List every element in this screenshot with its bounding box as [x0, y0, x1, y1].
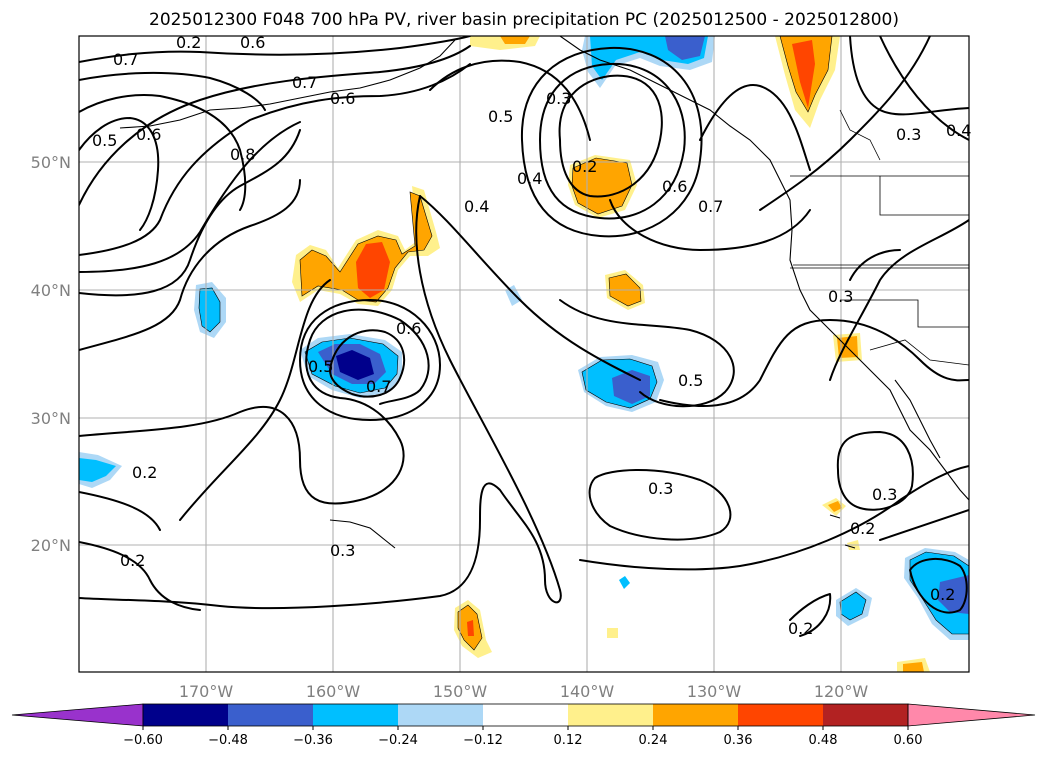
colorbar-tick-label: 0.12 [554, 733, 583, 748]
contour-label: 0.5 [678, 371, 703, 390]
lon-label: 150°W [433, 682, 488, 701]
contour-label: 0.6 [396, 319, 421, 338]
lon-labels: 170°W 160°W 150°W 140°W 130°W 120°W [179, 682, 869, 701]
contour-label: 0.3 [828, 287, 853, 306]
lat-label: 50°N [31, 153, 71, 172]
colorbar-cell [738, 704, 823, 726]
colorbar-tick-label: −0.12 [463, 733, 503, 748]
colorbar-cell [143, 704, 228, 726]
lon-label: 160°W [306, 682, 361, 701]
lat-label: 40°N [31, 281, 71, 300]
colorbar-tick-label: 0.48 [809, 733, 838, 748]
colorbar-frame [142, 703, 909, 727]
contour-label: 0.7 [698, 197, 723, 216]
lon-label: 170°W [179, 682, 234, 701]
contour-label: 0.7 [366, 377, 391, 396]
lon-label: 130°W [687, 682, 742, 701]
lon-label: 140°W [560, 682, 615, 701]
colorbar-cells [11, 703, 1036, 727]
colorbar-extend-max [907, 703, 1036, 727]
lat-labels: 50°N 40°N 30°N 20°N [31, 153, 71, 555]
contour-label: 0.2 [850, 519, 875, 538]
contour-label: 0.7 [292, 73, 317, 92]
contour-label: 0.3 [896, 125, 921, 144]
contour-label: 0.2 [132, 463, 157, 482]
colorbar-tick-label: −0.60 [123, 733, 163, 748]
contour-label: 0.6 [240, 33, 265, 52]
contour-label: 0.6 [136, 125, 161, 144]
colorbar-tick-label: −0.36 [293, 733, 333, 748]
contour-label: 0.3 [546, 89, 571, 108]
contour-label: 0.2 [572, 157, 597, 176]
contour-label: 0.2 [120, 551, 145, 570]
colorbar-tick-label: 0.60 [894, 733, 923, 748]
contour-label: 0.2 [176, 33, 201, 52]
contour-label: 0.4 [464, 197, 489, 216]
lon-label: 120°W [814, 682, 869, 701]
colorbar: −0.60 −0.48 −0.36 −0.24 −0.12 0.12 0.24 0.36 0.4… [11, 703, 1036, 748]
map-panel [78, 35, 970, 673]
colorbar-cell [823, 704, 908, 726]
colorbar-cell [398, 704, 483, 726]
contour-label: 0.2 [930, 585, 955, 604]
contour-labels: 0.7 0.6 0.7 0.6 0.5 0.6 0.8 0.5 0.3 0.4 … [92, 33, 971, 638]
contour-label: 0.3 [648, 479, 673, 498]
colorbar-ticks: −0.60 −0.48 −0.36 −0.24 −0.12 0.12 0.24 0.36 0.4… [123, 726, 922, 748]
colorbar-tick-label: −0.24 [378, 733, 418, 748]
contour-label: 0.3 [872, 485, 897, 504]
pv-contours [79, 36, 969, 637]
lat-label: 20°N [31, 536, 71, 555]
contour-label: 0.2 [788, 619, 813, 638]
contour-label: 0.6 [662, 177, 687, 196]
map-frame [78, 35, 970, 673]
colorbar-cell [568, 704, 653, 726]
colorbar-tick-label: 0.24 [639, 733, 668, 748]
coastlines [119, 36, 969, 549]
colorbar-cell [483, 704, 568, 726]
contour-label: 0.5 [308, 357, 333, 376]
colorbar-cell [228, 704, 313, 726]
contour-label: 0.5 [488, 107, 513, 126]
colorbar-cell [653, 704, 738, 726]
contour-label: 0.4 [946, 121, 971, 140]
contour-label: 0.5 [92, 131, 117, 150]
colorbar-tick-label: 0.36 [724, 733, 753, 748]
contour-label: 0.4 [517, 169, 542, 188]
contour-label: 0.7 [113, 50, 138, 69]
political-borders [790, 109, 969, 366]
contour-label: 0.3 [330, 541, 355, 560]
colorbar-extend-min [11, 703, 144, 727]
colorbar-cell [313, 704, 398, 726]
contour-label: 0.8 [230, 145, 255, 164]
contour-label: 0.6 [330, 89, 355, 108]
colorbar-tick-label: −0.48 [208, 733, 248, 748]
figure-title: 2025012300 F048 700 hPa PV, river basin … [149, 10, 899, 30]
lat-label: 30°N [31, 409, 71, 428]
